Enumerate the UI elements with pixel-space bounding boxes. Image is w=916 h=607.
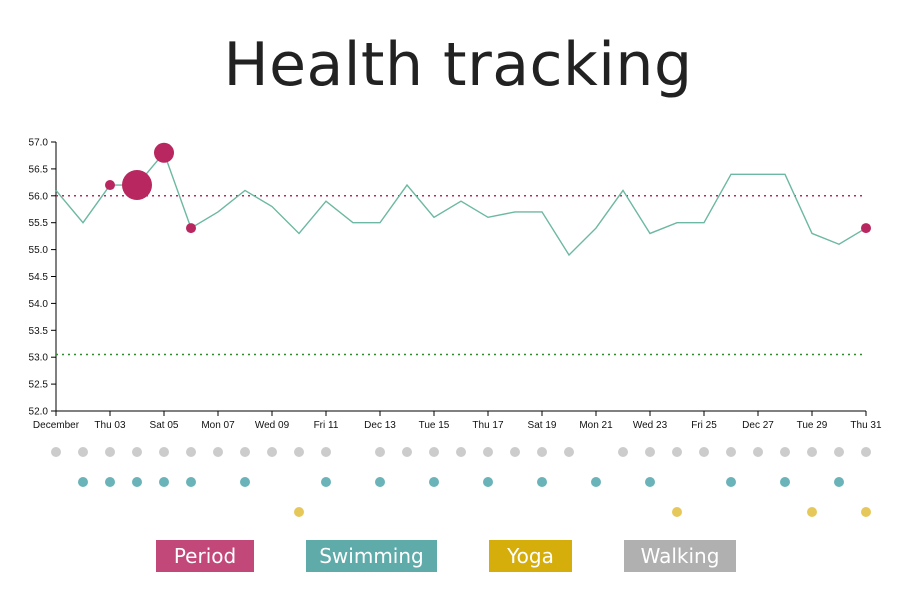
activity-dot-walking bbox=[834, 447, 844, 457]
activity-dot-yoga bbox=[861, 507, 871, 517]
activity-dot-swimming bbox=[483, 477, 493, 487]
activity-dot-walking bbox=[753, 447, 763, 457]
activity-dot-walking bbox=[510, 447, 520, 457]
activity-dot-walking bbox=[645, 447, 655, 457]
activity-dot-swimming bbox=[537, 477, 547, 487]
y-tick-label: 52.5 bbox=[29, 380, 49, 391]
activity-dot-walking bbox=[240, 447, 250, 457]
series-lines bbox=[55, 151, 867, 257]
y-tick-label: 53.5 bbox=[29, 326, 49, 337]
activity-dot-walking bbox=[699, 447, 709, 457]
x-tick-label: Thu 31 bbox=[850, 420, 882, 431]
activity-dot-yoga bbox=[672, 507, 682, 517]
x-tick-label: Dec 27 bbox=[742, 420, 774, 431]
x-tick-label: Mon 07 bbox=[201, 420, 235, 431]
activity-dot-walking bbox=[78, 447, 88, 457]
y-tick-label: 54.0 bbox=[29, 299, 49, 310]
activity-dot-swimming bbox=[591, 477, 601, 487]
legend-yoga-button[interactable]: Yoga bbox=[489, 540, 572, 572]
activity-dot-swimming bbox=[159, 477, 169, 487]
x-tick-label: Sat 19 bbox=[528, 420, 557, 431]
x-tick-label: December bbox=[33, 420, 80, 431]
period-marker bbox=[105, 180, 115, 191]
activity-dot-walking bbox=[537, 447, 547, 457]
y-tick-label: 54.5 bbox=[29, 272, 49, 283]
activity-dot-swimming bbox=[834, 477, 844, 487]
period-marker bbox=[154, 142, 174, 163]
activity-dot-walking bbox=[375, 447, 385, 457]
activity-dot-walking bbox=[132, 447, 142, 457]
y-tick-label: 52.0 bbox=[29, 407, 49, 418]
x-tick-label: Fri 25 bbox=[691, 420, 717, 431]
period-marker bbox=[861, 223, 871, 234]
x-tick-label: Mon 21 bbox=[579, 420, 613, 431]
y-axis: 52.0 52.5 53.0 53.5 54.0 54.5 55.0 55.5 56.0 56.5… bbox=[29, 138, 57, 418]
y-tick-label: 56.0 bbox=[29, 191, 49, 202]
reference-lines bbox=[56, 195, 866, 356]
x-tick-label: Tue 15 bbox=[419, 420, 450, 431]
x-axis: December Thu 03 Sat 05 Mon 07 Wed 09 Fri 11 De… bbox=[33, 410, 882, 431]
x-tick-label: Sat 05 bbox=[150, 420, 179, 431]
legend-period-button[interactable]: Period bbox=[156, 540, 254, 572]
period-marker bbox=[186, 223, 196, 234]
activity-dot-walking bbox=[267, 447, 277, 457]
activity-dots bbox=[51, 447, 871, 517]
activity-dot-walking bbox=[807, 447, 817, 457]
activity-dot-walking bbox=[861, 447, 871, 457]
y-tick-label: 55.5 bbox=[29, 218, 49, 229]
activity-dot-walking bbox=[402, 447, 412, 457]
y-tick-label: 53.0 bbox=[29, 353, 49, 364]
activity-dot-swimming bbox=[186, 477, 196, 487]
activity-dot-swimming bbox=[321, 477, 331, 487]
activity-dot-walking bbox=[564, 447, 574, 457]
activity-dot-swimming bbox=[78, 477, 88, 487]
activity-dot-walking bbox=[105, 447, 115, 457]
x-tick-label: Fri 11 bbox=[314, 420, 339, 431]
activity-dot-swimming bbox=[375, 477, 385, 487]
activity-dot-walking bbox=[672, 447, 682, 457]
activity-dot-walking bbox=[429, 447, 439, 457]
activity-dot-walking bbox=[726, 447, 736, 457]
legend-walking-button[interactable]: Walking bbox=[624, 540, 736, 572]
x-tick-label: Tue 29 bbox=[797, 420, 828, 431]
legend-swimming-button[interactable]: Swimming bbox=[306, 540, 437, 572]
activity-dot-swimming bbox=[726, 477, 736, 487]
y-tick-label: 56.5 bbox=[29, 164, 49, 175]
activity-dot-swimming bbox=[780, 477, 790, 487]
activity-dot-swimming bbox=[132, 477, 142, 487]
activity-dot-yoga bbox=[294, 507, 304, 517]
x-tick-label: Thu 17 bbox=[472, 420, 504, 431]
activity-dot-swimming bbox=[105, 477, 115, 487]
activity-dot-swimming bbox=[645, 477, 655, 487]
activity-dot-walking bbox=[618, 447, 628, 457]
chart-title: Health tracking bbox=[223, 30, 693, 100]
x-tick-label: Thu 03 bbox=[94, 420, 126, 431]
x-tick-label: Dec 13 bbox=[364, 420, 396, 431]
activity-dot-yoga bbox=[807, 507, 817, 517]
activity-dot-walking bbox=[780, 447, 790, 457]
activity-dot-walking bbox=[159, 447, 169, 457]
y-tick-label: 57.0 bbox=[29, 138, 49, 149]
activity-dot-walking bbox=[483, 447, 493, 457]
activity-dot-walking bbox=[186, 447, 196, 457]
series-line bbox=[55, 151, 867, 257]
activity-dot-walking bbox=[51, 447, 61, 457]
activity-dot-walking bbox=[456, 447, 466, 457]
y-tick-label: 55.0 bbox=[29, 245, 49, 256]
x-tick-label: Wed 09 bbox=[255, 420, 290, 431]
period-marker bbox=[122, 170, 152, 201]
activity-dot-swimming bbox=[240, 477, 250, 487]
period-markers bbox=[105, 142, 871, 234]
x-tick-label: Wed 23 bbox=[633, 420, 668, 431]
activity-dot-walking bbox=[213, 447, 223, 457]
activity-dot-walking bbox=[294, 447, 304, 457]
activity-dot-walking bbox=[321, 447, 331, 457]
activity-dot-swimming bbox=[429, 477, 439, 487]
